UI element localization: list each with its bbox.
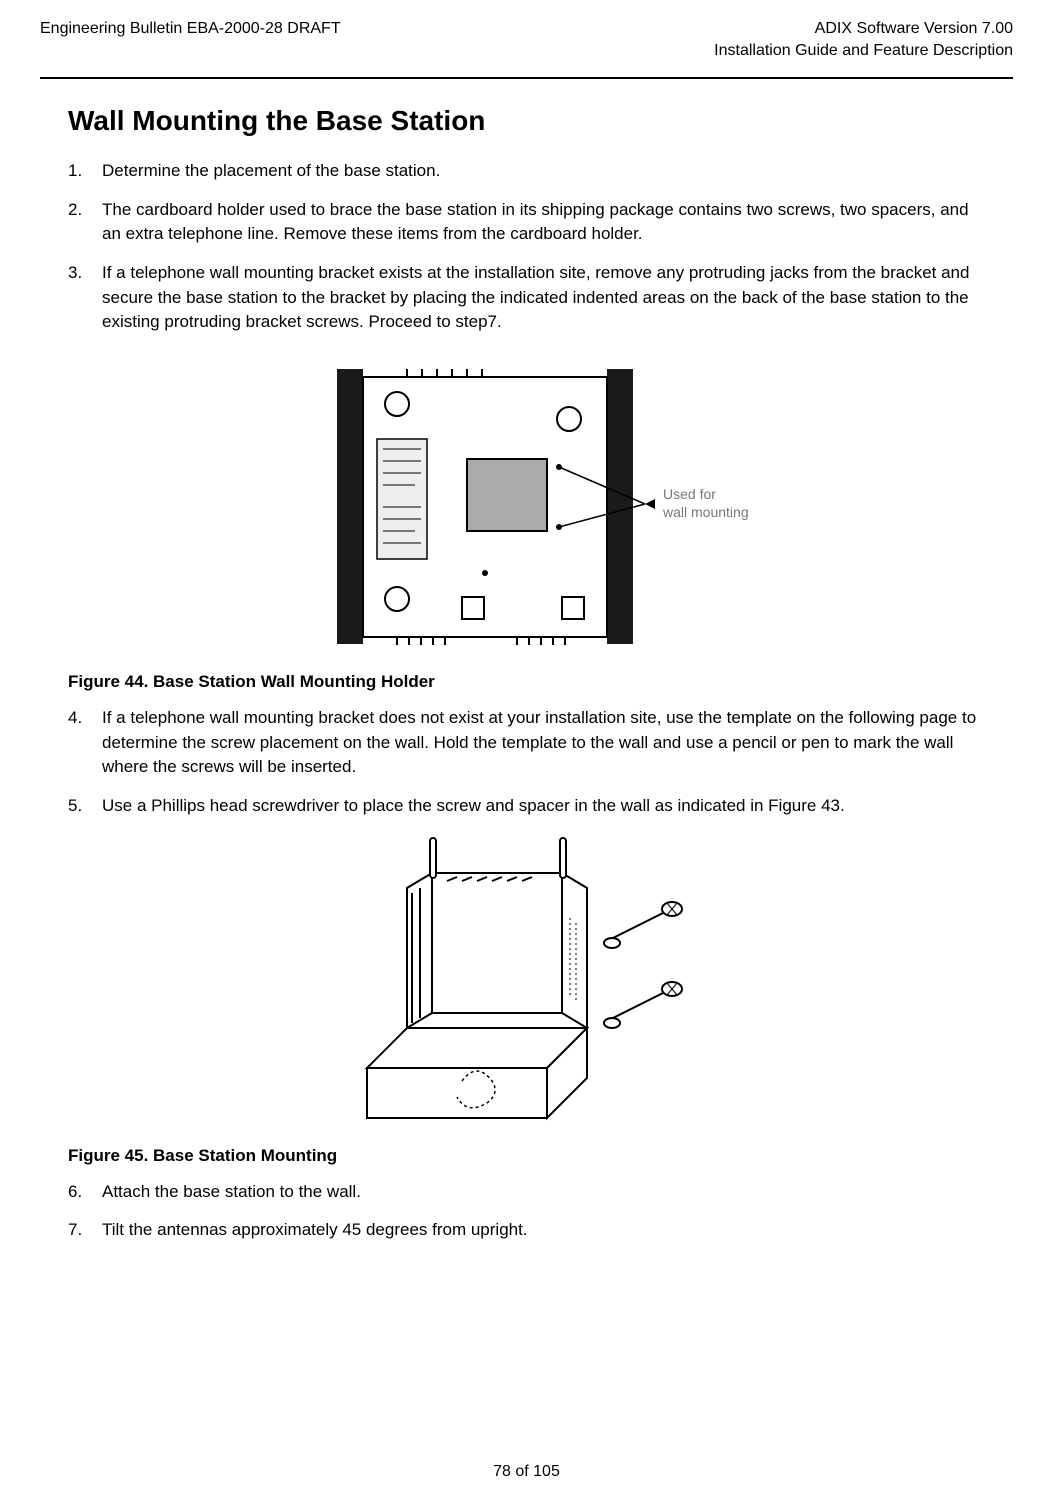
- step-6: 6. Attach the base station to the wall.: [68, 1180, 985, 1205]
- step-number: 7.: [68, 1218, 82, 1243]
- figure-44-svg: Used for wall mounting: [297, 349, 757, 659]
- step-number: 3.: [68, 261, 82, 286]
- figure-45-caption: Figure 45. Base Station Mounting: [68, 1146, 985, 1166]
- header-left: Engineering Bulletin EBA-2000-28 DRAFT: [40, 18, 341, 40]
- step-7: 7. Tilt the antennas approximately 45 de…: [68, 1218, 985, 1243]
- step-number: 6.: [68, 1180, 82, 1205]
- steps-list-2: 4. If a telephone wall mounting bracket …: [68, 706, 985, 819]
- step-3: 3. If a telephone wall mounting bracket …: [68, 261, 985, 335]
- step-text: The cardboard holder used to brace the b…: [102, 200, 969, 244]
- step-text: Use a Phillips head screwdriver to place…: [102, 796, 845, 815]
- content-area: Wall Mounting the Base Station 1. Determ…: [40, 105, 1013, 1243]
- step-text: If a telephone wall mounting bracket exi…: [102, 263, 969, 331]
- step-number: 4.: [68, 706, 82, 731]
- header: Engineering Bulletin EBA-2000-28 DRAFT A…: [40, 18, 1013, 61]
- figure-45: [68, 833, 985, 1138]
- figure-44-callout-line2: wall mounting: [662, 504, 749, 520]
- step-number: 2.: [68, 198, 82, 223]
- figure-44-callout-line1: Used for: [663, 486, 716, 502]
- step-text: Tilt the antennas approximately 45 degre…: [102, 1220, 528, 1239]
- figure-44: Used for wall mounting: [68, 349, 985, 664]
- header-right-line2: Installation Guide and Feature Descripti…: [714, 40, 1013, 62]
- header-divider: [40, 77, 1013, 79]
- page-number: 78 of 105: [0, 1463, 1053, 1481]
- page: Engineering Bulletin EBA-2000-28 DRAFT A…: [0, 0, 1053, 1501]
- figure-44-caption: Figure 44. Base Station Wall Mounting Ho…: [68, 672, 985, 692]
- step-text: If a telephone wall mounting bracket doe…: [102, 708, 976, 776]
- step-1: 1. Determine the placement of the base s…: [68, 159, 985, 184]
- steps-list: 1. Determine the placement of the base s…: [68, 159, 985, 335]
- steps-list-3: 6. Attach the base station to the wall. …: [68, 1180, 985, 1243]
- section-title: Wall Mounting the Base Station: [68, 105, 985, 137]
- step-5: 5. Use a Phillips head screwdriver to pl…: [68, 794, 985, 819]
- figure-45-svg: [312, 833, 742, 1133]
- step-4: 4. If a telephone wall mounting bracket …: [68, 706, 985, 780]
- step-text: Attach the base station to the wall.: [102, 1182, 361, 1201]
- step-number: 5.: [68, 794, 82, 819]
- step-2: 2. The cardboard holder used to brace th…: [68, 198, 985, 247]
- header-right: ADIX Software Version 7.00 Installation …: [714, 18, 1013, 61]
- header-right-line1: ADIX Software Version 7.00: [714, 18, 1013, 40]
- step-number: 1.: [68, 159, 82, 184]
- step-text: Determine the placement of the base stat…: [102, 161, 440, 180]
